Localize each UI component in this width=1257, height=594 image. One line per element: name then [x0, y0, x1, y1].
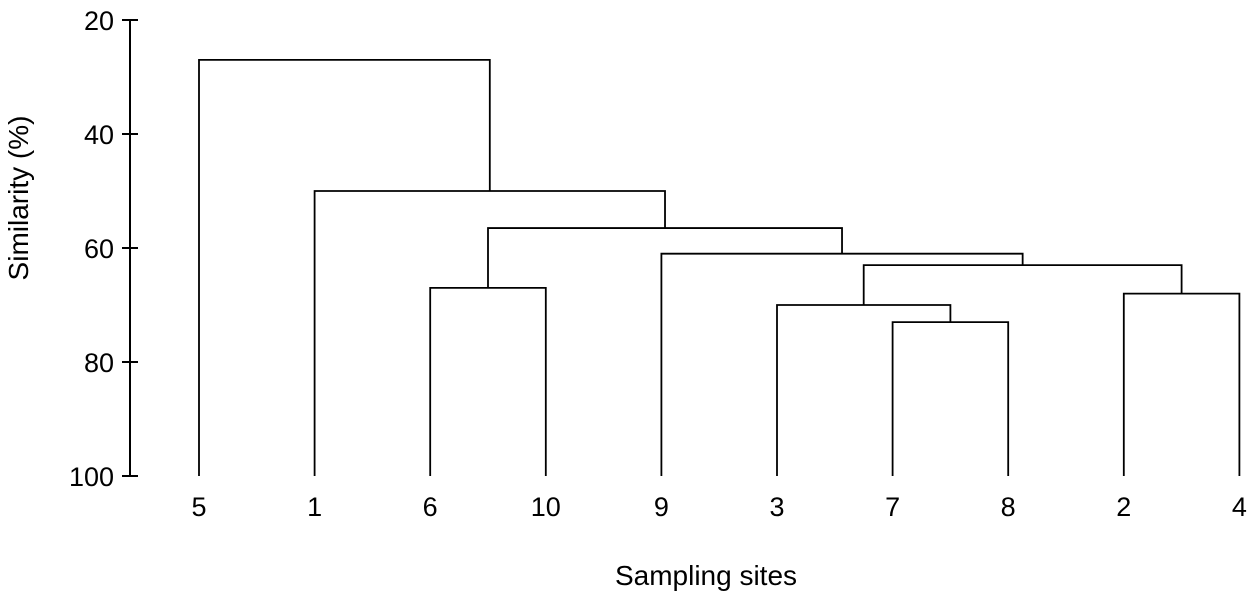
leaf-labels: 5 1 6 10 9 3 7 8 2 4: [191, 492, 1246, 522]
y-axis-title: Similarity (%): [3, 116, 34, 281]
y-tick-label: 100: [69, 462, 114, 492]
leaf-label: 9: [654, 492, 669, 522]
y-tick-label: 60: [84, 234, 114, 264]
leaf-label: 6: [423, 492, 438, 522]
dendrogram-link-cD: [313, 190, 666, 476]
y-tick-label: 40: [84, 120, 114, 150]
dendrogram-link-cC: [487, 227, 843, 288]
dendrogram-link-cB: [660, 252, 1024, 476]
leaf-label: 3: [769, 492, 784, 522]
dendrogram-link-c78: [891, 321, 1010, 476]
dendrogram-link-c610: [429, 287, 547, 476]
leaf-label: 8: [1001, 492, 1016, 522]
leaf-label: 2: [1116, 492, 1131, 522]
dendrogram-link-cA: [862, 264, 1183, 305]
leaf-label: 1: [307, 492, 322, 522]
dendrogram-links: [198, 59, 1241, 476]
dendrogram-link-c24: [1122, 292, 1241, 476]
y-axis: 20 40 60 80 100: [69, 6, 138, 492]
leaf-label: 5: [191, 492, 206, 522]
y-tick-label: 80: [84, 348, 114, 378]
dendrogram-link-c378: [776, 304, 952, 476]
leaf-label: 4: [1232, 492, 1247, 522]
dendrogram-link-cE: [198, 59, 491, 476]
leaf-label: 10: [531, 492, 561, 522]
x-axis-title: Sampling sites: [615, 560, 797, 591]
leaf-label: 7: [885, 492, 900, 522]
y-tick-label: 20: [84, 6, 114, 36]
